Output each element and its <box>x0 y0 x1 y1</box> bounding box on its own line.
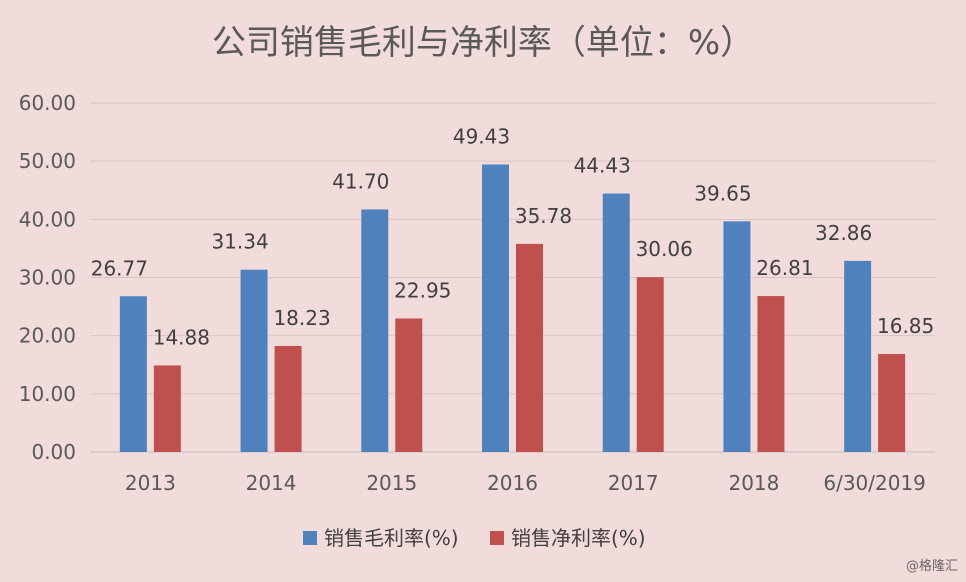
x-tick-label: 6/30/2019 <box>823 471 926 495</box>
data-label-gross-margin: 44.43 <box>574 154 631 178</box>
bar-net-margin <box>516 243 543 452</box>
gridlines <box>90 102 935 453</box>
bar-gross-margin <box>119 296 147 452</box>
data-label-net-margin: 30.06 <box>636 237 693 261</box>
legend-label-gross-margin: 销售毛利率(%) <box>324 526 459 550</box>
data-label-net-margin: 16.85 <box>877 314 934 338</box>
legend-swatch-net-margin <box>490 531 504 545</box>
chart-title: 公司销售毛利与净利率（单位：%） <box>212 23 754 63</box>
watermark: @格隆汇 <box>906 558 958 574</box>
x-tick-label: 2016 <box>487 471 538 495</box>
y-tick-label: 40.00 <box>19 207 76 231</box>
bar-net-margin <box>395 318 423 452</box>
data-label-net-margin: 18.23 <box>273 306 330 330</box>
legend: 销售毛利率(%) 销售净利率(%) <box>303 526 646 550</box>
data-label-gross-margin: 31.34 <box>211 230 268 254</box>
bar-net-margin <box>153 365 181 452</box>
bar-net-margin <box>757 296 785 452</box>
data-label-net-margin: 14.88 <box>153 325 210 349</box>
data-label-gross-margin: 32.86 <box>815 221 872 245</box>
y-tick-label: 30.00 <box>19 266 76 290</box>
data-label-net-margin: 26.81 <box>756 256 813 280</box>
y-tick-label: 20.00 <box>19 324 76 348</box>
x-axis-ticks: 2013 2014 2015 2016 2017 2018 6/30/2019 <box>125 471 926 495</box>
bar-net-margin <box>878 353 906 452</box>
x-tick-label: 2014 <box>246 471 297 495</box>
data-label-gross-margin: 49.43 <box>453 124 510 148</box>
bars <box>119 164 906 453</box>
x-tick-label: 2013 <box>125 471 176 495</box>
y-axis-ticks: 0.00 10.00 20.00 30.00 40.00 50.00 60.00 <box>19 91 76 464</box>
y-tick-label: 10.00 <box>19 382 76 406</box>
data-labels: 26.77 14.88 31.34 18.23 41.70 22.95 49.43 35.78… <box>91 124 935 349</box>
bar-net-margin <box>636 277 664 452</box>
data-label-gross-margin: 41.70 <box>332 169 389 193</box>
bar-gross-margin <box>844 260 872 452</box>
bar-gross-margin <box>482 164 509 452</box>
y-tick-label: 60.00 <box>19 91 76 115</box>
bar-gross-margin <box>723 221 751 452</box>
bar-gross-margin <box>240 269 268 452</box>
y-tick-label: 50.00 <box>19 149 76 173</box>
bar-net-margin <box>274 345 302 452</box>
x-tick-label: 2018 <box>728 471 779 495</box>
x-tick-label: 2015 <box>366 471 417 495</box>
bar-gross-margin <box>361 209 389 452</box>
data-label-gross-margin: 39.65 <box>694 181 751 205</box>
data-label-net-margin: 35.78 <box>515 204 572 228</box>
legend-swatch-gross-margin <box>303 531 317 545</box>
data-label-gross-margin: 26.77 <box>91 256 148 280</box>
legend-label-net-margin: 销售净利率(%) <box>511 526 646 550</box>
data-label-net-margin: 22.95 <box>394 279 451 303</box>
x-tick-label: 2017 <box>608 471 659 495</box>
y-tick-label: 0.00 <box>31 440 76 464</box>
bar-gross-margin <box>602 193 630 453</box>
